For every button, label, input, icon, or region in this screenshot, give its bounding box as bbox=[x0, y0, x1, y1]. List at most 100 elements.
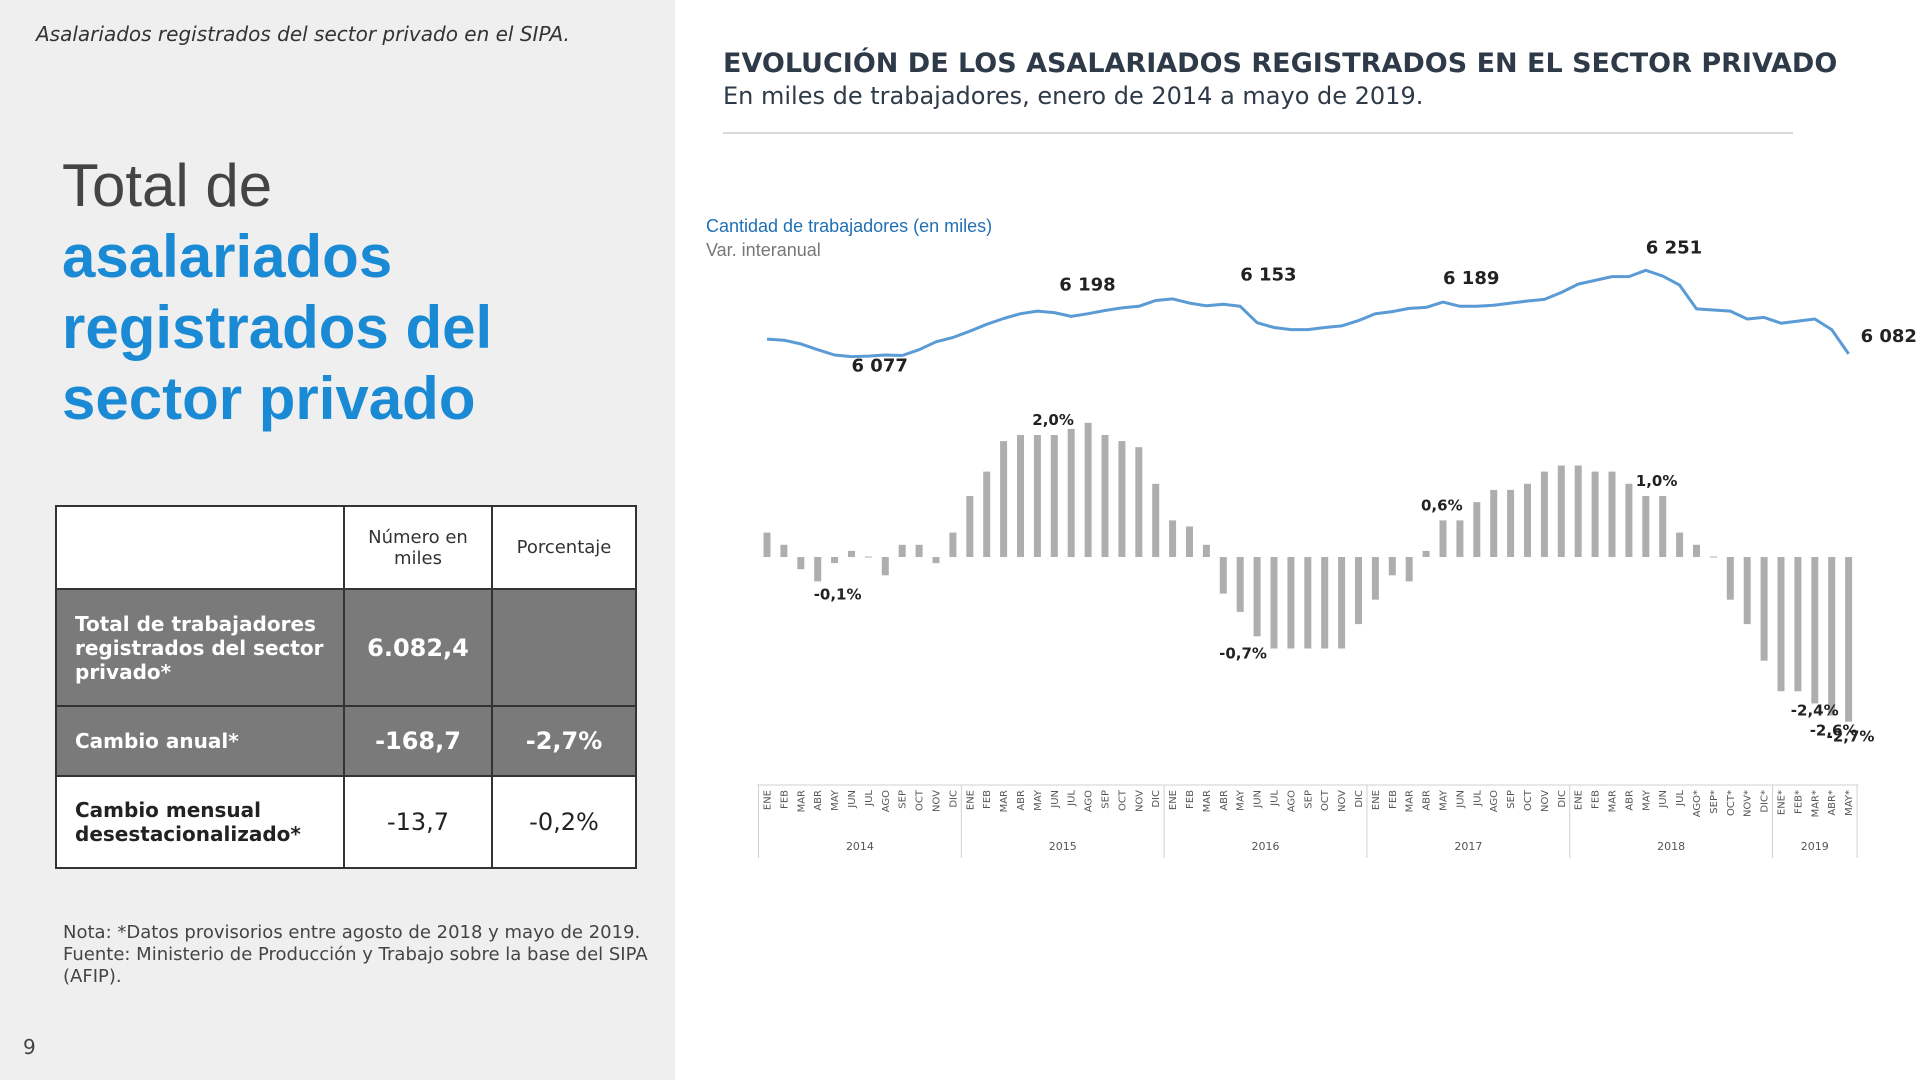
x-tick-label: MAY bbox=[830, 789, 841, 811]
x-tick-label: FEB bbox=[982, 790, 993, 809]
x-tick-label: ENE bbox=[1574, 790, 1585, 810]
x-tick-label: MAY bbox=[1236, 789, 1247, 811]
bar bbox=[983, 471, 991, 557]
x-tick-label: FEB bbox=[1591, 790, 1602, 809]
x-tick-label: AGO bbox=[1489, 790, 1500, 812]
bar-data-label: 0,6% bbox=[1421, 496, 1463, 514]
bar bbox=[949, 532, 957, 557]
bar bbox=[1726, 557, 1734, 600]
bar bbox=[1152, 483, 1160, 557]
x-tick-label: JUN bbox=[1050, 790, 1061, 809]
footnote-note: Nota: *Datos provisorios entre agosto de… bbox=[63, 922, 641, 943]
bar bbox=[966, 496, 974, 557]
x-tick-label: JUL bbox=[1270, 790, 1281, 807]
year-label: 2015 bbox=[1049, 840, 1077, 853]
bar bbox=[1557, 465, 1565, 557]
x-tick-label: OCT bbox=[1320, 789, 1331, 811]
bar bbox=[1371, 557, 1379, 600]
bar bbox=[780, 544, 788, 557]
bar bbox=[1186, 526, 1193, 557]
bar bbox=[1067, 428, 1075, 557]
x-tick-label: JUN bbox=[1658, 790, 1669, 809]
bar bbox=[1676, 532, 1684, 557]
bar bbox=[1169, 520, 1177, 557]
x-tick-label: FEB* bbox=[1793, 790, 1804, 814]
bar bbox=[1236, 557, 1244, 612]
bar bbox=[1287, 557, 1295, 649]
table-header-number: Número en miles bbox=[343, 505, 493, 590]
x-tick-label: ABR bbox=[1219, 790, 1230, 811]
bar bbox=[1219, 557, 1227, 594]
bar bbox=[1608, 471, 1616, 557]
x-tick-label: OCT bbox=[1117, 789, 1128, 811]
x-tick-label: ENE* bbox=[1777, 790, 1788, 815]
bar bbox=[1422, 550, 1430, 557]
bar bbox=[1811, 557, 1819, 704]
x-tick-label: AGO* bbox=[1692, 790, 1703, 817]
section-heading-line3: registrados del bbox=[62, 294, 493, 361]
x-tick-label: AGO bbox=[881, 790, 892, 812]
bar bbox=[1304, 557, 1312, 649]
bar bbox=[898, 544, 906, 557]
legend-bar-series: Var. interanual bbox=[706, 240, 821, 260]
bar bbox=[1338, 557, 1346, 649]
x-tick-label: JUL bbox=[1675, 790, 1686, 807]
bar bbox=[1845, 557, 1853, 722]
section-heading-line2: asalariados bbox=[62, 223, 393, 290]
x-tick-label: DIC bbox=[1354, 790, 1365, 808]
row-percent: -2,7% bbox=[491, 705, 637, 777]
section-heading-line1: Total de bbox=[62, 152, 273, 219]
x-tick-label: MAY bbox=[1641, 789, 1652, 811]
bar-data-label: -2,7% bbox=[1827, 728, 1875, 746]
row-percent: -0,2% bbox=[491, 775, 637, 869]
x-tick-label: FEB bbox=[779, 790, 790, 809]
x-tick-label: OCT bbox=[1523, 789, 1534, 811]
x-tick-label: DIC bbox=[1151, 790, 1162, 808]
bar bbox=[1084, 422, 1092, 557]
bar bbox=[1490, 489, 1498, 557]
bar bbox=[763, 532, 771, 557]
x-tick-label: ENE bbox=[1168, 790, 1179, 810]
series-line bbox=[766, 268, 1850, 359]
x-tick-label: SEP* bbox=[1709, 790, 1720, 814]
x-tick-label: MAY bbox=[1439, 789, 1450, 811]
bar bbox=[1388, 557, 1396, 576]
x-tick-label: JUL bbox=[1067, 790, 1078, 807]
x-tick-label: JUN bbox=[847, 790, 858, 809]
bar bbox=[1794, 557, 1802, 692]
legend-line-series: Cantidad de trabajadores (en miles) bbox=[706, 216, 993, 236]
bar bbox=[1405, 557, 1413, 582]
year-label: 2017 bbox=[1454, 840, 1482, 853]
x-tick-label: ABR bbox=[1016, 790, 1027, 811]
bar bbox=[1135, 447, 1143, 557]
bar bbox=[1642, 496, 1650, 557]
bar-data-label: 1,0% bbox=[1636, 472, 1678, 490]
line-data-label: 6 251 bbox=[1646, 237, 1702, 258]
page-number: 9 bbox=[23, 1035, 36, 1059]
x-tick-label: ABR bbox=[813, 790, 824, 811]
x-tick-label: NOV bbox=[1337, 790, 1348, 812]
table-header-percent: Porcentaje bbox=[491, 505, 637, 590]
line-data-label: 6 189 bbox=[1443, 268, 1499, 289]
bar bbox=[1743, 557, 1751, 625]
footnote-source: Fuente: Ministerio de Producción y Traba… bbox=[63, 944, 648, 987]
table-row: Total de trabajadores registrados del se… bbox=[55, 588, 637, 707]
x-tick-label: MAR bbox=[999, 790, 1010, 812]
bar bbox=[831, 557, 839, 564]
x-tick-label: FEB bbox=[1185, 790, 1196, 809]
bar bbox=[864, 556, 872, 558]
row-number: -13,7 bbox=[343, 775, 493, 869]
section-heading: Total de asalariados registrados del sec… bbox=[62, 150, 662, 434]
bar bbox=[915, 544, 923, 557]
x-tick-label: NOV bbox=[932, 790, 943, 812]
bar-data-label: -2,4% bbox=[1791, 701, 1839, 719]
table-row: Cambio anual* -168,7 -2,7% bbox=[55, 705, 637, 777]
bar bbox=[1321, 557, 1329, 649]
table-header-empty bbox=[55, 505, 345, 590]
x-tick-label: NOV bbox=[1134, 790, 1145, 812]
bar bbox=[1439, 520, 1447, 557]
bar bbox=[1017, 435, 1024, 557]
bar bbox=[1000, 441, 1008, 557]
bar bbox=[1574, 465, 1582, 557]
